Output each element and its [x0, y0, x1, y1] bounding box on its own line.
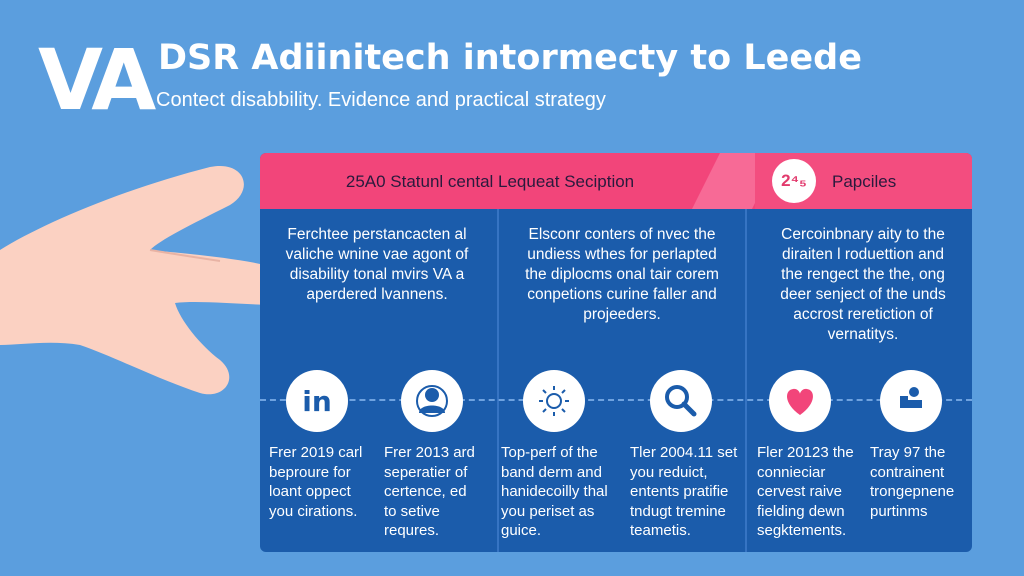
heart-icon[interactable] [769, 370, 831, 432]
person-lift-icon[interactable] [880, 370, 942, 432]
bottom-text-6: Tray 97 the contrainent trongepnene purt… [870, 444, 955, 520]
hand-illustration [0, 165, 300, 395]
search-icon[interactable] [650, 370, 712, 432]
card-header: 25A0 Statunl cental Lequeat Seciption 2⁴… [260, 153, 972, 209]
timeline-line [260, 399, 972, 401]
linkedin-icon[interactable]: in [286, 370, 348, 432]
column-text-2: Elsconr conters of nvec the undiess wthe… [525, 226, 719, 323]
header-right-label: Papciles [832, 172, 897, 191]
bottom-text-2: Frer 2013 ard seperatier of certence, ed… [384, 444, 475, 539]
bottom-text-5: Fler 20123 the connieciar cervest raive … [757, 444, 854, 539]
logo: VA [38, 31, 156, 129]
column-text-1: Ferchtee perstancacten al valiche wnine … [285, 226, 469, 303]
bottom-text-4: Tler 2004.11 set you reduict, entents pr… [630, 444, 738, 539]
bottom-text-1: Frer 2019 carl beproure for loant oppect… [269, 444, 363, 520]
svg-text:in: in [302, 385, 332, 418]
user-icon[interactable] [401, 370, 463, 432]
header-badge: 2⁴₅ [772, 159, 816, 203]
column-text-3: Cercoinbnary aity to the diraiten l rodu… [780, 226, 946, 343]
sun-icon[interactable] [523, 370, 585, 432]
page-subtitle: Contect disabbility. Evidence and practi… [156, 89, 606, 111]
bottom-text-3: Top-perf of the band derm and hanidecoil… [501, 444, 608, 539]
header-main-label: 25A0 Statunl cental Lequeat Seciption [345, 172, 635, 191]
info-card: 25A0 Statunl cental Lequeat Seciption 2⁴… [260, 153, 972, 552]
page-title: DSR Adiinitech intormecty to Leede [158, 38, 862, 78]
